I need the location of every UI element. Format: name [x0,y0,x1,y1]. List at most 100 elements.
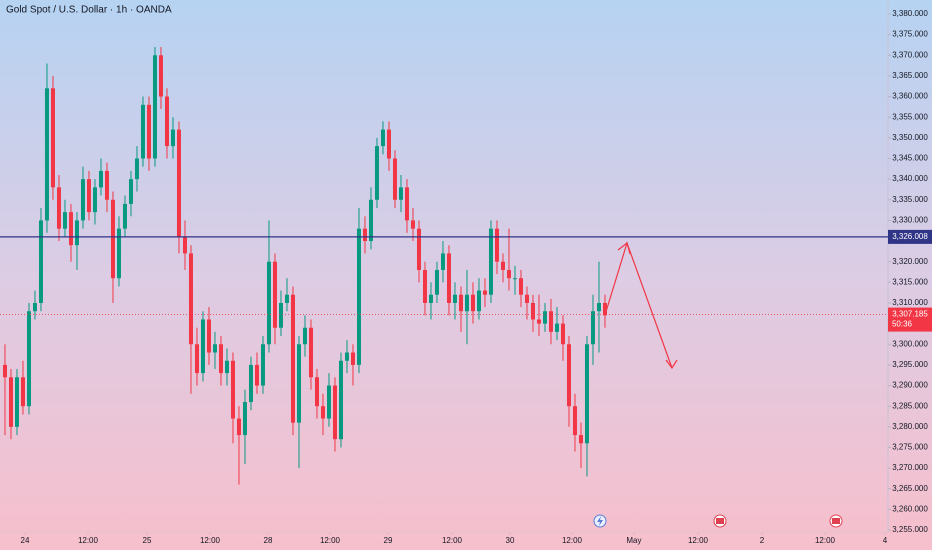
x-tick-label: May [626,536,641,545]
candle-body [218,344,223,374]
candle-body [122,203,127,229]
candle-body [374,146,379,200]
candle-body [272,261,277,328]
candle-body [392,158,397,200]
candle-body [476,290,481,312]
y-tick-label: 3,255.000 [892,525,928,534]
candle-body [482,290,487,295]
y-tick-label: 3,340.000 [892,174,928,183]
x-tick-label: 12:00 [78,536,99,545]
candle-body [2,364,7,378]
candle-body [224,360,229,374]
level-label-box [888,229,932,244]
candle-body [284,294,289,303]
y-tick-label: 3,290.000 [892,381,928,390]
arrow-head [617,241,631,255]
candle-body [446,253,451,303]
candle-body [62,212,67,229]
candle-body [128,179,133,204]
candle-body [404,187,409,221]
candle-body [26,311,31,407]
y-tick-label: 3,365.000 [892,71,928,80]
candle-body [134,158,139,180]
candle-body [308,327,313,378]
candle-body [410,220,415,229]
candle-body [452,294,457,303]
x-tick-label: 12:00 [200,536,221,545]
x-tick-label: 12:00 [562,536,583,545]
countdown-label: 50:36 [892,320,913,329]
candle-body [290,294,295,423]
event-icons [593,514,843,528]
candle-body [602,302,607,316]
candle-body [44,88,49,221]
candle-body [344,352,349,361]
y-tick-label: 3,380.000 [892,9,928,18]
candle-body [572,406,577,436]
chart-title: Gold Spot / U.S. Dollar · 1h · OANDA [6,5,172,16]
y-tick-label: 3,375.000 [892,30,928,39]
candle-body [386,129,391,159]
y-tick-label: 3,270.000 [892,463,928,472]
candle-body [38,220,43,303]
y-tick-label: 3,320.000 [892,257,928,266]
last-price-box [888,307,932,332]
candle-body [176,129,181,237]
x-tick-label: 12:00 [815,536,836,545]
candle-body [320,406,325,419]
candle-body [278,302,283,328]
x-tick-label: 29 [384,536,393,545]
candle-body [236,418,241,436]
icon [716,518,724,524]
y-tick-label: 3,275.000 [892,443,928,452]
y-tick-label: 3,350.000 [892,133,928,142]
y-tick-label: 3,345.000 [892,154,928,163]
candle-body [332,385,337,440]
candle-body [338,360,343,440]
candle-body [110,199,115,279]
candle-body [368,199,373,242]
candle-body [152,55,157,159]
icon [597,516,603,526]
candle-body [548,311,553,332]
candle-body [350,352,355,365]
candle-body [242,402,247,436]
candle-body [440,253,445,270]
candle-body [170,129,175,147]
candle-body [512,278,517,280]
candle-body [80,179,85,221]
candle-body [212,344,217,353]
y-tick-label: 3,370.000 [892,50,928,59]
x-tick-label: 2 [760,536,765,545]
candle-body [584,344,589,444]
candle-body [182,236,187,254]
last-price-label: 3,307.185 [892,310,928,319]
candle-body [536,319,541,324]
candle-body [86,179,91,213]
y-tick-label: 3,300.000 [892,339,928,348]
candle-body [104,170,109,200]
candle-body [590,311,595,345]
candle-body [8,377,13,427]
candle-body [68,212,73,246]
candle-body [428,294,433,303]
x-tick-label: 12:00 [320,536,341,545]
y-tick-label: 3,330.000 [892,216,928,225]
candle-body [200,319,205,374]
y-tick-label: 3,310.000 [892,298,928,307]
candle-body [434,269,439,295]
candle-body [506,269,511,279]
candle-body [230,360,235,419]
candle-body [206,319,211,353]
candle-body [74,220,79,246]
candle-body [92,187,97,213]
y-tick-label: 3,355.000 [892,112,928,121]
candle-body [566,344,571,407]
candle-body [146,104,151,159]
candle-body [158,55,163,97]
x-tick-label: 30 [506,536,515,545]
candle-body [296,344,301,423]
arrow-head [665,359,678,370]
